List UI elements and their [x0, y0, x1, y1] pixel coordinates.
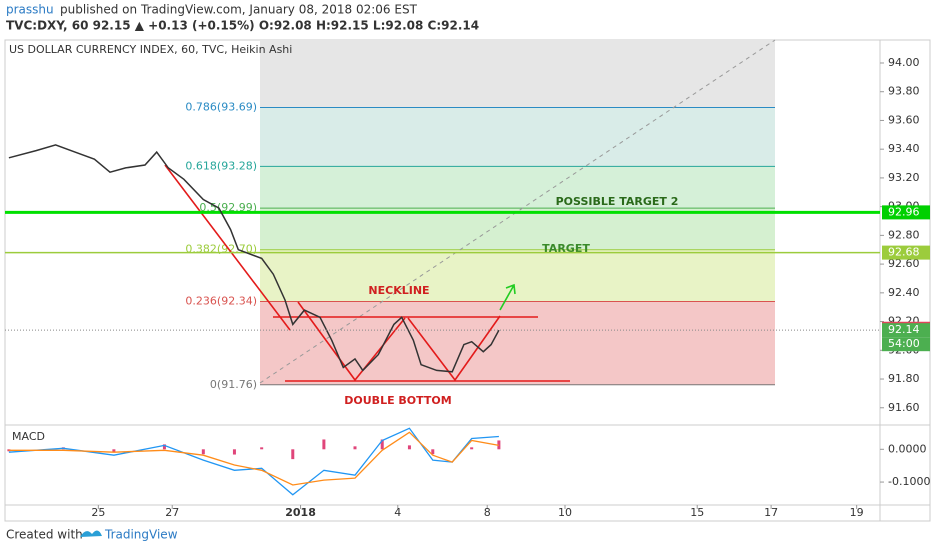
price-tag-label: 92.68 — [888, 246, 920, 259]
symbol-line: TVC:DXY, 60 92.15 ▲ +0.13 (+0.15%) O:92.… — [6, 19, 479, 33]
histogram-bar — [431, 449, 435, 455]
chart-title: US DOLLAR CURRENCY INDEX, 60, TVC, Heiki… — [9, 43, 292, 56]
price-tag — [882, 205, 930, 220]
up-arrow — [499, 283, 516, 311]
y-tick-label: 94.00 — [888, 56, 920, 69]
footer-created: Created with — [6, 528, 83, 542]
y-tick-label: 92.40 — [888, 286, 920, 299]
countdown: 54:00 — [888, 337, 920, 350]
histogram-bar — [380, 439, 384, 450]
y-tick-label: -0.1000 — [888, 475, 930, 488]
macd-title: MACD — [12, 430, 45, 443]
x-tick-label: 2018 — [285, 506, 316, 519]
annotation: POSSIBLE TARGET 2 — [556, 195, 679, 208]
price-tag — [882, 323, 930, 338]
author[interactable]: prasshu — [6, 3, 54, 17]
published: published on TradingView.com, January 08… — [60, 3, 418, 17]
fib-label: 0.236(92.34) — [185, 294, 257, 307]
y-tick-label: 93.60 — [888, 113, 920, 126]
logo — [80, 530, 102, 537]
macd-line — [8, 431, 500, 486]
y-tick-label: 92.60 — [888, 257, 920, 270]
fib-zone — [260, 40, 775, 108]
annotation: TARGET — [542, 242, 590, 255]
fib-zone — [260, 107, 775, 167]
y-tick-label: 93.20 — [888, 171, 920, 184]
x-tick-label: 15 — [690, 506, 704, 519]
annotation: NECKLINE — [368, 284, 429, 297]
y-tick-label: 93.40 — [888, 142, 920, 155]
price-tag-label: 92.96 — [888, 205, 920, 218]
footer-brand[interactable]: TradingView — [104, 528, 178, 542]
histogram-bar — [162, 444, 166, 450]
price-tag-label: 92.14 — [888, 323, 920, 336]
histogram-bar — [407, 445, 411, 450]
histogram-bar — [353, 446, 357, 450]
x-tick-label: 27 — [165, 506, 179, 519]
histogram-bar — [260, 447, 264, 450]
price-tag — [882, 245, 930, 260]
fib-zone — [260, 208, 775, 250]
first-bottom — [297, 301, 406, 382]
fib-retracement: 0(91.76) 0.236(92.34) 0.382(92.70) 0.5(92.9… — [185, 40, 775, 391]
second-bottom — [407, 315, 501, 382]
annotation: DOUBLE BOTTOM — [344, 394, 451, 407]
countdown-tag — [882, 337, 930, 352]
histogram-bar — [201, 449, 205, 455]
fib-label: 0(91.76) — [210, 378, 257, 391]
y-tick-label: 93.80 — [888, 85, 920, 98]
histogram-bar — [112, 449, 116, 453]
histogram-bar — [470, 447, 474, 450]
x-tick-label: 17 — [764, 506, 778, 519]
fib-label: 0.618(93.28) — [185, 159, 257, 172]
drawings — [164, 164, 570, 382]
histogram-bar — [232, 449, 236, 455]
y-tick-label: 0.0000 — [888, 442, 927, 455]
histogram-bar — [7, 449, 11, 452]
fib-label: 0.786(93.69) — [185, 101, 257, 114]
fib-zone — [260, 301, 775, 385]
fib-zone — [260, 249, 775, 302]
x-tick-label: 25 — [91, 506, 105, 519]
histogram-bar — [322, 439, 326, 450]
fib-trend-line — [259, 39, 776, 384]
x-tick-label: 8 — [484, 506, 491, 519]
fib-zone — [260, 166, 775, 209]
y-tick-label: 92.80 — [888, 228, 920, 241]
down-trend-line — [164, 164, 291, 331]
x-tick-label: 10 — [558, 506, 572, 519]
price-line — [8, 144, 500, 373]
y-tick-label: 91.80 — [888, 372, 920, 385]
x-tick-label: 4 — [394, 506, 401, 519]
x-tick-label: 19 — [850, 506, 864, 519]
histogram-bar — [291, 449, 295, 460]
fib-label: 0.382(92.70) — [185, 243, 257, 256]
y-tick-label: 91.60 — [888, 401, 920, 414]
fib-label: 0.5(92.99) — [199, 201, 257, 214]
